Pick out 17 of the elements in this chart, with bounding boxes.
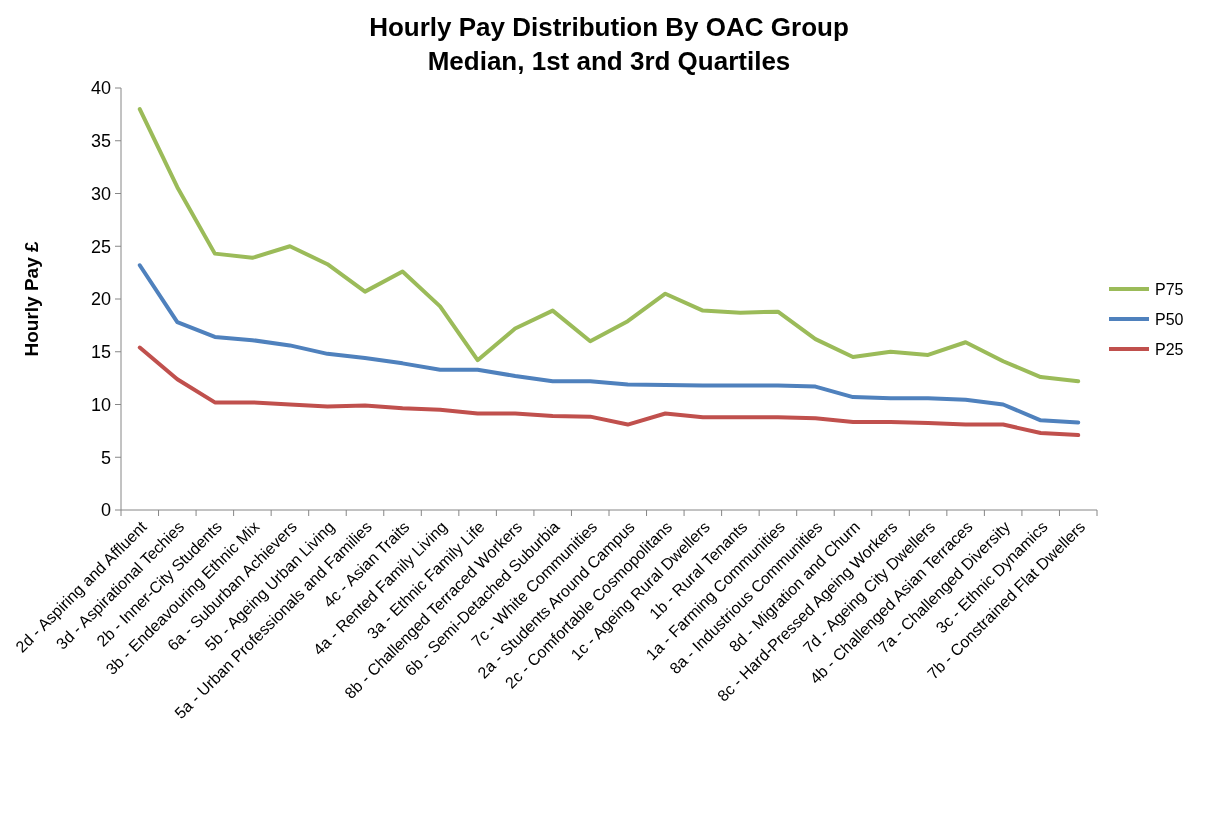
y-tick-label: 15 [90,342,111,363]
chart-title: Hourly Pay Distribution By OAC Group Median, 1st and 3rd Quartiles [369,12,849,76]
y-tick-label: 40 [90,78,111,99]
y-tick-label: 20 [90,289,111,310]
y-axis-title: Hourly Pay £ [21,241,42,357]
y-tick-label: 0 [100,500,111,521]
y-tick-label: 30 [90,183,111,204]
line-series [137,107,1081,384]
line-series [137,263,1081,425]
legend-label: P75 [1155,280,1184,298]
y-tick-label: 10 [90,394,111,415]
legend-label: P25 [1155,340,1184,358]
y-tick-label: 25 [90,236,111,257]
line-series [137,345,1081,438]
y-tick-label: 5 [100,447,111,468]
legend-label: P50 [1155,310,1184,328]
y-tick-label: 35 [90,131,111,152]
